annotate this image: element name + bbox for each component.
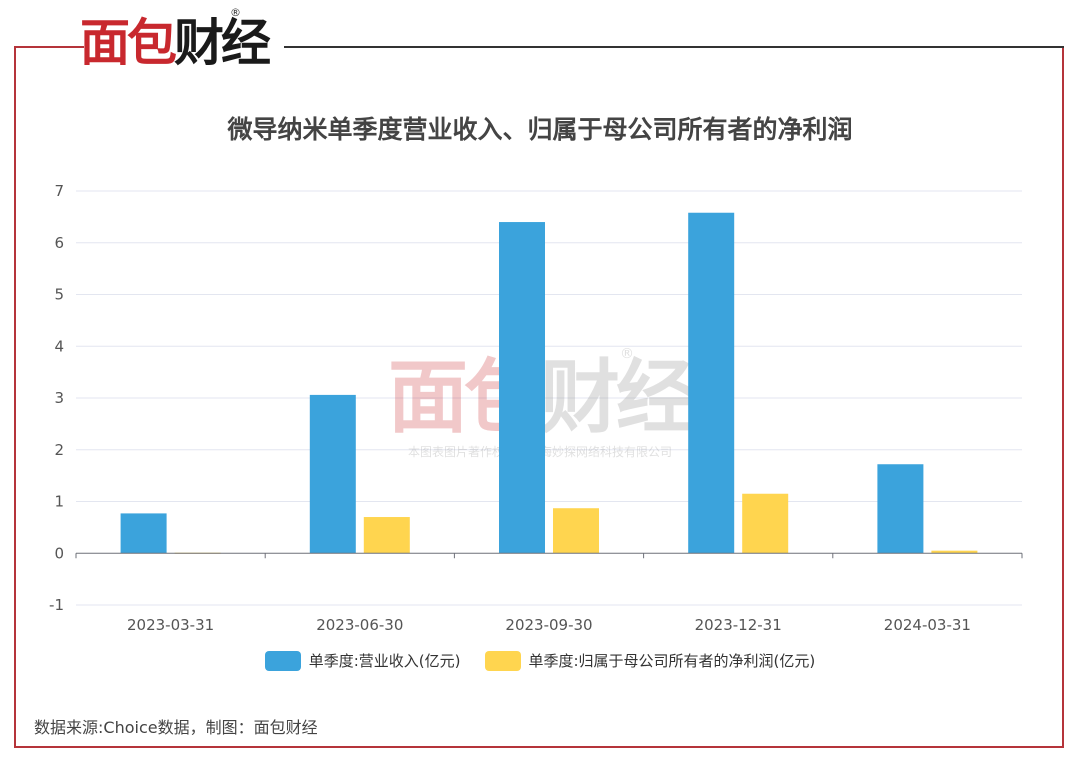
x-tick-label: 2023-09-30: [505, 616, 592, 634]
legend-label-net-profit: 单季度:归属于母公司所有者的净利润(亿元): [528, 652, 816, 670]
watermark-logo-gray: 财经: [540, 351, 696, 444]
bar-revenue-2024-03-31[interactable]: [877, 464, 924, 554]
y-tick-label: 0: [54, 544, 64, 562]
legend-swatch-net-profit: [484, 650, 521, 671]
chart-title: 微导纳米单季度营业收入、归属于母公司所有者的净利润: [227, 115, 853, 144]
chart-frame: [14, 46, 1064, 748]
y-tick-label: 6: [54, 234, 64, 252]
y-tick-label: 1: [54, 493, 64, 511]
legend-item-revenue[interactable]: 单季度:营业收入(亿元): [264, 650, 461, 671]
bar-net-profit-2023-06-30[interactable]: [363, 517, 410, 554]
frame-top-left-line: [14, 46, 84, 48]
logo-black-text: 财经: [174, 14, 271, 72]
bar-revenue-2023-03-31[interactable]: [120, 513, 167, 554]
bar-net-profit-2023-12-31[interactable]: [742, 493, 789, 554]
legend-item-net-profit[interactable]: 单季度:归属于母公司所有者的净利润(亿元): [484, 650, 816, 671]
legend-label-revenue: 单季度:营业收入(亿元): [308, 652, 461, 670]
source-note: 数据来源:Choice数据，制图：面包财经: [34, 718, 318, 737]
grid-lines: [76, 190, 1022, 606]
y-tick-label: 2: [54, 441, 64, 459]
x-tick-label: 2024-03-31: [884, 616, 971, 634]
logo-registered-mark: ®: [230, 6, 241, 19]
x-tick-label: 2023-12-31: [695, 616, 782, 634]
x-tick-label: 2023-06-30: [316, 616, 403, 634]
y-tick-label: 4: [54, 337, 64, 355]
legend-swatch-revenue: [264, 650, 301, 671]
bar-revenue-2023-12-31[interactable]: [688, 212, 735, 554]
y-tick-label: -1: [49, 596, 64, 614]
y-tick-label: 7: [54, 182, 64, 200]
y-tick-label: 5: [54, 286, 64, 304]
bar-revenue-2023-06-30[interactable]: [309, 394, 356, 554]
axes: 7 6 5 4 3 2 1 0 -1 2023-03-31 2023-06-30 2023-09-30…: [49, 182, 1023, 634]
frame-top-right-line: [284, 46, 1064, 48]
logo-red-text: 面包: [80, 14, 177, 72]
bar-net-profit-2023-09-30[interactable]: [553, 508, 599, 554]
legend: 单季度:营业收入(亿元) 单季度:归属于母公司所有者的净利润(亿元): [0, 650, 1080, 671]
bars: [120, 212, 978, 554]
brand-logo: 面包 财经 ®: [80, 6, 271, 78]
bar-revenue-2023-09-30[interactable]: [499, 222, 545, 554]
y-tick-label: 3: [54, 389, 64, 407]
watermark-registered-mark: ®: [620, 346, 634, 362]
x-tick-label: 2023-03-31: [127, 616, 214, 634]
bar-net-profit-2024-03-31[interactable]: [931, 550, 978, 554]
